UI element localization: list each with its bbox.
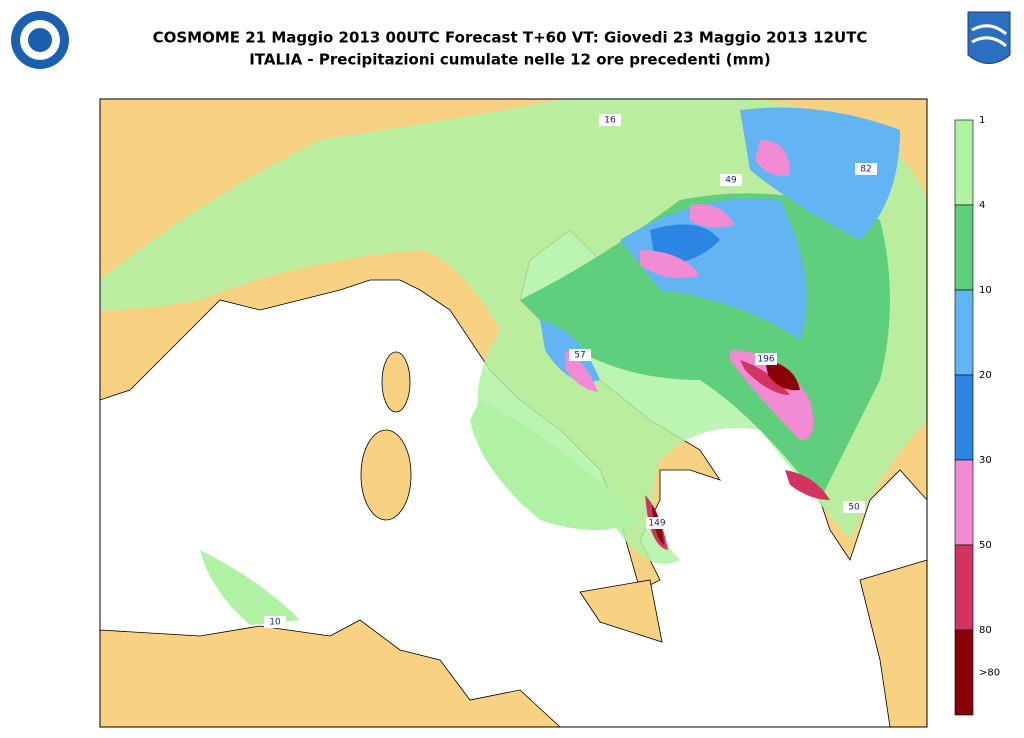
label-box: [264, 616, 286, 628]
max-label: 149: [648, 519, 665, 529]
colorbar-label: 30: [979, 455, 992, 466]
label-box: [646, 517, 668, 529]
max-label: 49: [725, 176, 737, 186]
colorbar-label: 1: [979, 115, 985, 126]
title-line2: ITALIA - Precipitazioni cumulate nelle 1…: [249, 51, 771, 69]
label-box: [720, 174, 742, 186]
colorbar-label: 80: [979, 625, 992, 636]
map-frame: [99, 98, 928, 728]
title-line1: COSMOME 21 Maggio 2013 00UTC Forecast T+…: [153, 29, 868, 47]
label-box: [855, 163, 877, 175]
colorbar: 1 4 10 20 30 50 80 >80: [954, 115, 1000, 716]
colorbar-bin: [954, 119, 974, 206]
colorbar-label: 20: [979, 370, 992, 381]
logo-right: [967, 11, 1011, 64]
colorbar-label: >80: [979, 668, 1000, 679]
colorbar-label: 4: [979, 200, 985, 211]
max-label: 82: [860, 165, 871, 175]
label-box: [843, 501, 865, 513]
max-label: 57: [574, 351, 585, 361]
colorbar-bin: [954, 374, 974, 461]
map: 16 49 82 57 196 149 50 10: [99, 98, 928, 728]
label-box: [599, 114, 621, 126]
colorbar-bin: [954, 544, 974, 631]
max-label: 50: [848, 503, 860, 513]
label-box: [569, 349, 591, 361]
max-label: 196: [757, 355, 774, 365]
colorbar-bin: [954, 204, 974, 291]
precipitation: [100, 100, 927, 625]
map-labels: 16 49 82 57 196 149 50 10: [264, 114, 877, 628]
colorbar-bin: [954, 459, 974, 546]
colorbar-bin: [954, 289, 974, 376]
max-label: 10: [269, 618, 281, 628]
colorbar-bin: [954, 629, 974, 716]
colorbar-label: 10: [979, 285, 992, 296]
colorbar-label: 50: [979, 540, 992, 551]
logo-left: [11, 11, 69, 69]
max-label: 16: [604, 116, 616, 126]
label-box: [755, 353, 777, 365]
